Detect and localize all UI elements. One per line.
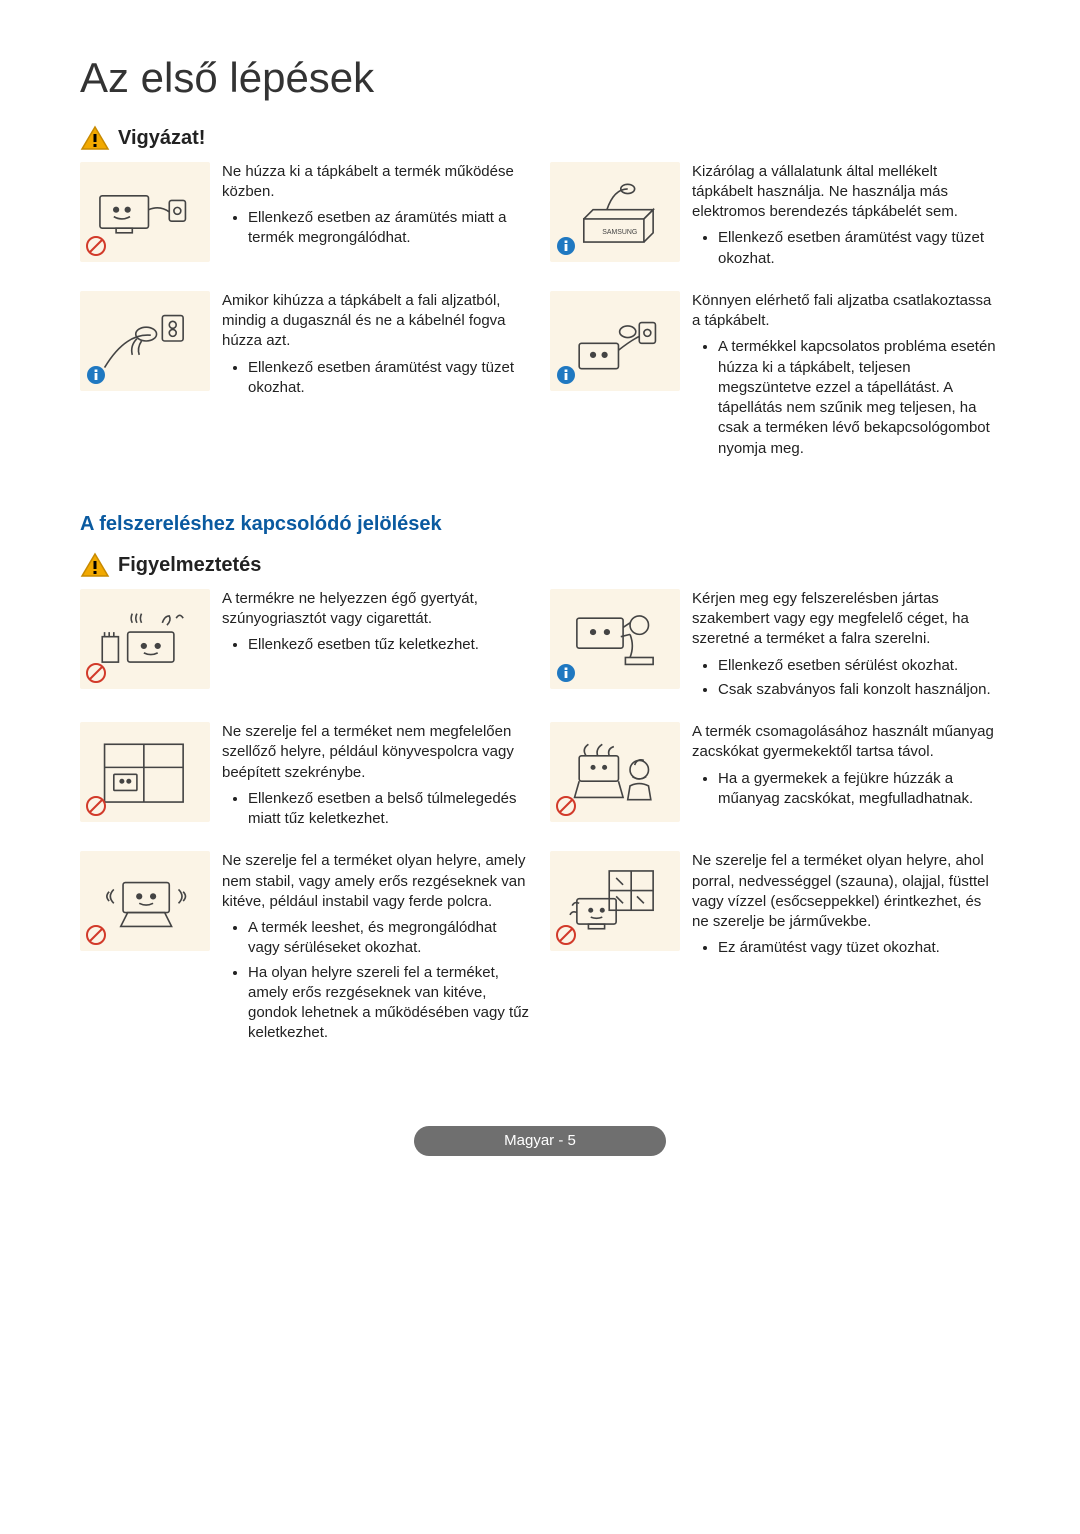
info-icon [556,663,576,683]
caution-label: Vigyázat! [118,125,205,152]
candle-icon [93,599,197,679]
item-text: Ne szerelje fel a terméket nem megfelelő… [222,722,530,783]
illustration [550,162,680,262]
prohibit-icon [86,796,106,816]
notice-item: Ne szerelje fel a terméket olyan helyre,… [550,851,1000,1047]
item-bullet: Ellenkező esetben az áramütés miatt a te… [248,208,530,249]
item-bullet: Ellenkező esetben sérülést okozhat. [718,656,1000,676]
notice-label: Figyelmeztetés [118,552,261,579]
illustration [550,851,680,951]
wall-outlet-icon [563,301,667,381]
item-text: A termék csomagolásához használt műanyag… [692,722,1000,763]
caution-item: Amikor kihúzza a tápkábelt a fali aljzat… [80,291,530,463]
prohibit-icon [86,663,106,683]
notice-item: Kérjen meg egy felszerelésben jártas sza… [550,589,1000,704]
illustration [80,589,210,689]
wall-mount-icon [563,599,667,679]
section-heading: A felszereléshez kapcsolódó jelölések [80,511,1000,538]
item-text: A termékre ne helyezzen égő gyertyát, sz… [222,589,530,630]
prohibit-icon [556,796,576,816]
caution-heading: Vigyázat! [80,125,1000,152]
caution-item: Könnyen elérhető fali aljzatba csatlakoz… [550,291,1000,463]
item-text: Ne szerelje fel a terméket olyan helyre,… [692,851,1000,932]
illustration [80,162,210,262]
vibration-icon [93,861,197,941]
warning-triangle-icon [80,552,110,578]
item-bullet: Ellenkező esetben áramütést vagy tüzet o… [248,358,530,399]
prohibit-icon [556,925,576,945]
caution-item: Ne húzza ki a tápkábelt a termék működés… [80,162,530,273]
item-text: Kérjen meg egy felszerelésben jártas sza… [692,589,1000,650]
illustration [550,589,680,689]
info-icon [556,236,576,256]
illustration [550,722,680,822]
hand-plug-icon [93,301,197,381]
item-bullet: A termék leeshet, és megrongálódhat vagy… [248,918,530,959]
item-bullet: A termékkel kapcsolatos probléma esetén … [718,337,1000,459]
item-bullet: Ellenkező esetben tűz keletkezhet. [248,635,530,655]
warning-triangle-icon [80,125,110,151]
page-number: Magyar - 5 [414,1126,666,1156]
prohibit-icon [86,925,106,945]
shelf-icon [93,732,197,812]
item-text: Könnyen elérhető fali aljzatba csatlakoz… [692,291,1000,332]
illustration [80,851,210,951]
illustration [80,291,210,391]
notice-item: Ne szerelje fel a terméket nem megfelelő… [80,722,530,833]
notice-item: Ne szerelje fel a terméket olyan helyre,… [80,851,530,1047]
item-bullet: Ha olyan helyre szereli fel a terméket, … [248,963,530,1044]
item-bullet: Ellenkező esetben áramütést vagy tüzet o… [718,228,1000,269]
info-icon [556,365,576,385]
item-bullet: Ha a gyermekek a fejükre húzzák a műanya… [718,769,1000,810]
info-icon [86,365,106,385]
illustration [80,722,210,822]
window-moisture-icon [563,861,667,941]
monitor-unplug-icon [93,172,197,252]
notice-item: A termék csomagolásához használt műanyag… [550,722,1000,833]
item-bullet: Ez áramütést vagy tüzet okozhat. [718,938,1000,958]
item-bullet: Ellenkező esetben a belső túlmelegedés m… [248,789,530,830]
item-bullet: Csak szabványos fali konzolt használjon. [718,680,1000,700]
page-footer: Magyar - 5 [80,1126,1000,1156]
box-cable-icon [563,172,667,252]
caution-item: Kizárólag a vállalatunk által mellékelt … [550,162,1000,273]
plastic-bag-child-icon [563,732,667,812]
item-text: Ne szerelje fel a terméket olyan helyre,… [222,851,530,912]
item-text: Ne húzza ki a tápkábelt a termék működés… [222,162,530,203]
item-text: Amikor kihúzza a tápkábelt a fali aljzat… [222,291,530,352]
notice-item: A termékre ne helyezzen égő gyertyát, sz… [80,589,530,704]
notice-heading: Figyelmeztetés [80,552,1000,579]
prohibit-icon [86,236,106,256]
page-title: Az első lépések [80,50,1000,107]
item-text: Kizárólag a vállalatunk által mellékelt … [692,162,1000,223]
illustration [550,291,680,391]
